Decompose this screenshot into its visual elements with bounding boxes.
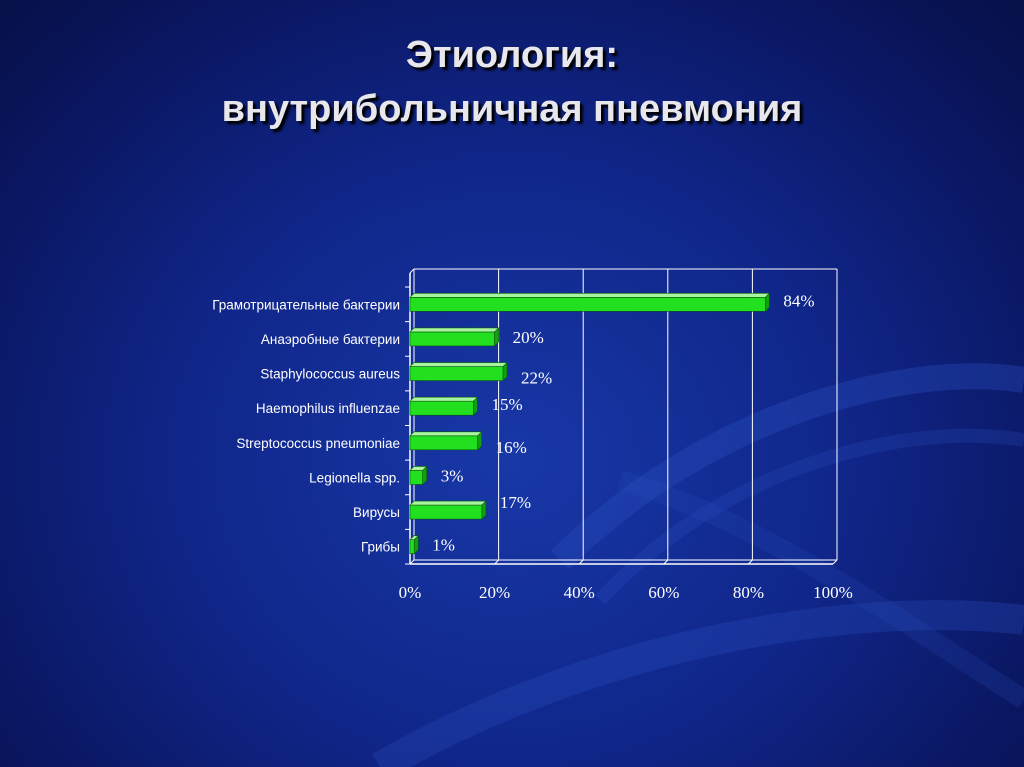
bar-side <box>765 292 770 313</box>
value-label: 84% <box>783 291 814 310</box>
value-label: 1% <box>432 536 455 555</box>
bar-side <box>422 465 427 486</box>
value-label: 15% <box>491 395 522 414</box>
category-label: Staphylococcus aureus <box>260 367 400 382</box>
bar <box>409 400 474 416</box>
category-label: Legionella spp. <box>309 470 400 485</box>
x-tick-label: 40% <box>564 583 595 602</box>
category-label: Грибы <box>361 540 400 555</box>
x-tick-label: 80% <box>733 583 764 602</box>
value-label: 17% <box>500 493 531 512</box>
value-label: 22% <box>521 369 552 388</box>
bar-side <box>494 327 499 347</box>
category-label: Грамотрицательные бактерии <box>212 297 400 312</box>
bar-top <box>409 362 508 367</box>
bar-top <box>409 327 500 333</box>
bar <box>409 539 415 554</box>
bar-side <box>477 431 482 451</box>
category-label: Вирусы <box>353 505 400 520</box>
bar <box>409 435 478 451</box>
x-tick-label: 60% <box>648 583 679 602</box>
x-tick-label: 100% <box>813 583 853 602</box>
floor-edge <box>832 559 838 565</box>
slide-title: Этиология: внутрибольничная пневмония <box>0 28 1024 136</box>
value-label: 20% <box>513 328 544 347</box>
bar-side <box>473 396 478 416</box>
bar <box>409 470 423 485</box>
bar-top <box>409 396 479 402</box>
x-tick-label: 0% <box>399 583 422 602</box>
bar <box>409 297 766 312</box>
bar-top <box>409 431 483 437</box>
category-label: Streptococcus pneumoniae <box>236 436 400 451</box>
bar <box>409 331 495 347</box>
wall-top-edge <box>409 268 415 274</box>
bar-top <box>409 293 771 298</box>
bar-side <box>413 534 419 555</box>
bar <box>409 504 483 520</box>
bar-side <box>502 361 508 382</box>
bar-side <box>481 500 487 520</box>
bar <box>409 366 504 381</box>
title-line-2: внутрибольничная пневмония <box>221 88 803 130</box>
category-label: Анаэробные бактерии <box>261 332 400 347</box>
title-line-1: Этиология: <box>405 34 619 76</box>
bar-top <box>409 500 487 506</box>
value-label: 3% <box>441 466 464 485</box>
x-tick-label: 20% <box>479 583 510 602</box>
value-label: 16% <box>496 438 527 457</box>
category-label: Haemophilus influenzae <box>256 401 400 416</box>
